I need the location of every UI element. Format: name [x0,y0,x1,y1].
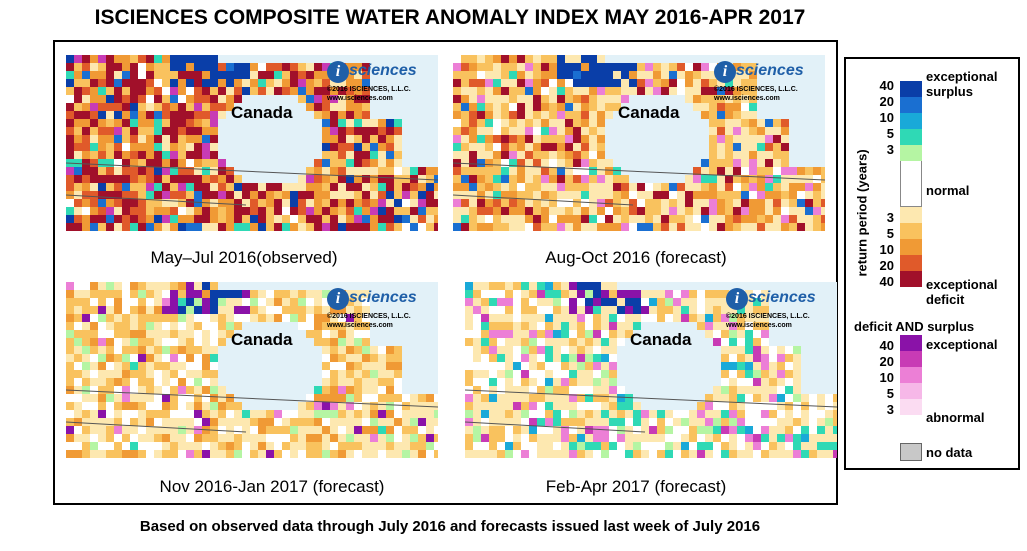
legend-tick-surplus-5: 5 [886,126,894,141]
legend-swatch-surplus-1 [900,81,922,97]
panel-caption-2: Aug-Oct 2016 (forecast) [545,248,727,267]
legend-normal: normal [926,183,970,198]
legend-tick-surplus-20: 20 [879,94,894,109]
legend: return period (years) exceptional surplu… [844,57,1020,470]
legend-swatch-both-1 [900,335,922,351]
legend-both-abnormal: abnormal [926,410,985,425]
map-raster [465,282,837,458]
isciences-logo-word: sciences [349,62,417,79]
legend-both-title: deficit AND surplus [854,319,975,334]
legend-exceptional-deficit: exceptional deficit [926,277,998,307]
legend-tick-both-40: 40 [879,338,894,353]
isciences-logo: i sciences ©2016 ISCIENCES, L.L.C. www.isci… [327,288,432,330]
legend-tick-deficit-3: 3 [886,210,894,225]
copyright-notice: ©2016 ISCIENCES, L.L.C. www.isciences.com [714,86,798,102]
map-panel-aug-oct-2016: i sciences ©2016 ISCIENCES, L.L.C. www.isci… [453,55,825,231]
legend-tick-deficit-40: 40 [879,274,894,289]
legend-tick-both-5: 5 [886,386,894,401]
legend-swatch-deficit-5 [900,271,922,287]
isciences-logo-word: sciences [349,289,417,306]
legend-swatch-surplus-2 [900,97,922,113]
legend-swatch-surplus-5 [900,145,922,161]
legend-swatch-surplus-3 [900,113,922,129]
legend-tick-deficit-10: 10 [879,242,894,257]
legend-swatch-deficit-3 [900,239,922,255]
panel-caption-4: Feb-Apr 2017 (forecast) [545,477,727,496]
panel-caption-1: May–Jul 2016(observed) [150,248,338,267]
legend-tick-surplus-40: 40 [879,78,894,93]
isciences-logo: i sciences ©2016 ISCIENCES, L.L.C. www.isci… [726,288,831,330]
legend-tick-surplus-10: 10 [879,110,894,125]
legend-swatch-surplus-4 [900,129,922,145]
legend-swatch-deficit-2 [900,223,922,239]
map-panel-nov-jan: i sciences ©2016 ISCIENCES, L.L.C. www.isci… [66,282,438,458]
legend-tick-both-10: 10 [879,370,894,385]
isciences-logo: i sciences ©2016 ISCIENCES, L.L.C. www.isci… [714,61,819,103]
isciences-logo-word: sciences [748,289,816,306]
region-label-canada: Canada [618,103,680,122]
map-panel-feb-apr-2017: i sciences ©2016 ISCIENCES, L.L.C. www.isci… [465,282,837,458]
isciences-logo-badge: i [327,288,349,310]
map-panel-may-jul-2016: i sciences ©2016 ISCIENCES, L.L.C. www.isci… [66,55,438,231]
isciences-logo-word: sciences [736,62,804,79]
map-raster [66,282,438,458]
legend-swatch-both-2 [900,351,922,367]
legend-swatch-both-5 [900,399,922,415]
copyright-notice: ©2016 ISCIENCES, L.L.C. www.isciences.com [726,313,810,329]
map-raster [66,55,438,231]
legend-swatch-both-3 [900,367,922,383]
legend-swatch-deficit-1 [900,207,922,223]
map-raster [453,55,825,231]
legend-exceptional-surplus: exceptional surplus [926,69,998,99]
isciences-logo-badge: i [726,288,748,310]
footer-note: Based on observed data through July 2016… [139,518,761,535]
legend-tick-both-20: 20 [879,354,894,369]
isciences-logo: i sciences ©2016 ISCIENCES, L.L.C. www.isci… [327,61,432,103]
legend-nodata: no data [926,445,973,460]
region-label-canada: Canada [231,103,293,122]
isciences-logo-badge: i [327,61,349,83]
legend-swatch-deficit-4 [900,255,922,271]
legend-tick-deficit-5: 5 [886,226,894,241]
legend-both-exceptional: exceptional [926,337,998,352]
region-label-canada: Canada [630,330,692,349]
legend-tick-surplus-3: 3 [886,142,894,157]
legend-tick-deficit-20: 20 [879,258,894,273]
copyright-notice: ©2016 ISCIENCES, L.L.C. www.isciences.com [327,86,411,102]
legend-swatch-nodata [900,443,922,461]
page-title: ISCIENCES COMPOSITE WATER ANOMALY INDEX … [94,6,806,29]
panel-caption-3: Nov 2016-Jan 2017 (forecast) [159,477,385,496]
legend-swatch-both-4 [900,383,922,399]
region-label-canada: Canada [231,330,293,349]
maps-frame [53,40,838,505]
legend-tick-both-3: 3 [886,402,894,417]
isciences-logo-badge: i [714,61,736,83]
legend-swatch-normal [900,159,922,207]
copyright-notice: ©2016 ISCIENCES, L.L.C. www.isciences.com [327,313,411,329]
